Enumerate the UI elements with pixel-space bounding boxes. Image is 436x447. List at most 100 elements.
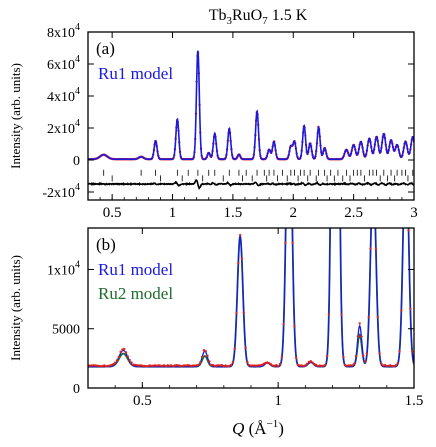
y-tick-label: -2x104	[42, 182, 80, 201]
observed-point	[373, 186, 375, 188]
observed-point	[376, 315, 379, 319]
observed-point	[298, 364, 302, 367]
observed-point	[349, 364, 352, 367]
y-tick-label: 5000	[52, 323, 80, 338]
observed-point	[88, 364, 92, 367]
observed-point	[193, 364, 197, 367]
observed-point	[353, 362, 356, 365]
observed-point	[211, 363, 215, 367]
observed-point	[276, 364, 280, 368]
observed-point	[113, 361, 117, 364]
observed-point	[347, 364, 350, 367]
observed-point	[180, 364, 184, 368]
observed-point	[275, 363, 278, 367]
observed-point	[126, 355, 130, 358]
observed-point	[182, 364, 186, 367]
ru1-model-line	[88, 50, 414, 160]
observed-point	[362, 354, 365, 358]
observed-point	[251, 364, 255, 367]
observed-point	[157, 364, 160, 367]
observed-point	[369, 247, 372, 250]
observed-point	[278, 362, 282, 366]
observed-point	[117, 355, 120, 359]
y-tick-mantissa: 2x10	[47, 122, 75, 137]
x-tick-label: 2.5	[344, 205, 363, 221]
panel-label: (b)	[96, 235, 116, 254]
observed-point	[327, 313, 331, 316]
observed-point	[302, 364, 305, 368]
observed-point	[190, 364, 193, 368]
observed-point	[288, 62, 290, 64]
x-tick-label: 1	[169, 205, 177, 221]
observed-point	[141, 364, 144, 368]
observed-point	[199, 361, 202, 364]
plot-area	[88, 62, 414, 368]
observed-point	[371, 189, 373, 191]
observed-point	[343, 363, 347, 367]
observed-point	[398, 350, 401, 353]
observed-point	[146, 364, 149, 368]
observed-point	[219, 364, 222, 367]
x-tick-label: 2	[290, 205, 298, 221]
observed-point	[329, 161, 331, 163]
observed-point	[148, 364, 151, 367]
observed-point	[164, 364, 168, 368]
observed-point	[360, 335, 363, 338]
x-tick-label: 1.5	[224, 205, 243, 221]
x-tick-label: 3	[410, 205, 418, 221]
observed-point	[142, 364, 146, 368]
observed-point	[155, 364, 159, 367]
observed-point	[356, 335, 360, 338]
observed-point	[391, 364, 394, 368]
x-tick-label: 1	[274, 393, 282, 409]
observed-point	[293, 325, 296, 328]
observed-point	[291, 241, 294, 245]
observed-point	[290, 131, 292, 133]
observed-point	[267, 362, 271, 365]
observed-point	[246, 360, 249, 364]
observed-point	[304, 364, 307, 367]
observed-point	[257, 364, 260, 367]
observed-point	[269, 363, 273, 366]
plot-area	[88, 50, 414, 190]
observed-point	[253, 364, 256, 367]
observed-point	[106, 364, 110, 368]
observed-point	[209, 363, 213, 367]
observed-point	[351, 364, 354, 367]
observed-point	[266, 361, 269, 364]
observed-point	[410, 350, 414, 353]
observed-point	[170, 364, 173, 367]
observed-point	[133, 363, 137, 367]
y-tick-mantissa: 8x10	[47, 26, 75, 41]
observed-point	[322, 364, 325, 367]
observed-point	[244, 346, 247, 349]
observed-point	[340, 313, 343, 316]
observed-point	[407, 229, 410, 232]
observed-point	[345, 364, 349, 367]
observed-point	[121, 348, 124, 351]
y-tick-exponent: 4	[75, 118, 80, 129]
observed-point	[224, 364, 227, 367]
y-tick-label: 2x104	[47, 118, 80, 137]
figure-title: Tb3RuO7 1.5 K	[209, 7, 308, 27]
observed-point	[92, 364, 95, 367]
panel-a: 0.5 1 1.5 2 2.5 3-2x10402x1044x1046x1048x104I…	[8, 22, 418, 221]
observed-point	[305, 362, 309, 365]
observed-point	[152, 364, 155, 367]
observed-point	[132, 363, 135, 366]
observed-point	[374, 248, 378, 251]
observed-point	[309, 360, 312, 363]
observed-point	[168, 364, 171, 367]
observed-point	[208, 360, 211, 363]
observed-point	[358, 322, 361, 325]
y-tick-label: 8x104	[47, 22, 80, 41]
observed-point	[153, 364, 157, 367]
observed-point	[206, 354, 209, 358]
y-tick-mantissa: 1x10	[47, 263, 75, 278]
y-tick-exponent: 4	[75, 22, 80, 33]
observed-point	[363, 360, 367, 363]
observed-point	[307, 360, 311, 364]
observed-point	[247, 364, 251, 367]
observed-point	[103, 364, 106, 367]
